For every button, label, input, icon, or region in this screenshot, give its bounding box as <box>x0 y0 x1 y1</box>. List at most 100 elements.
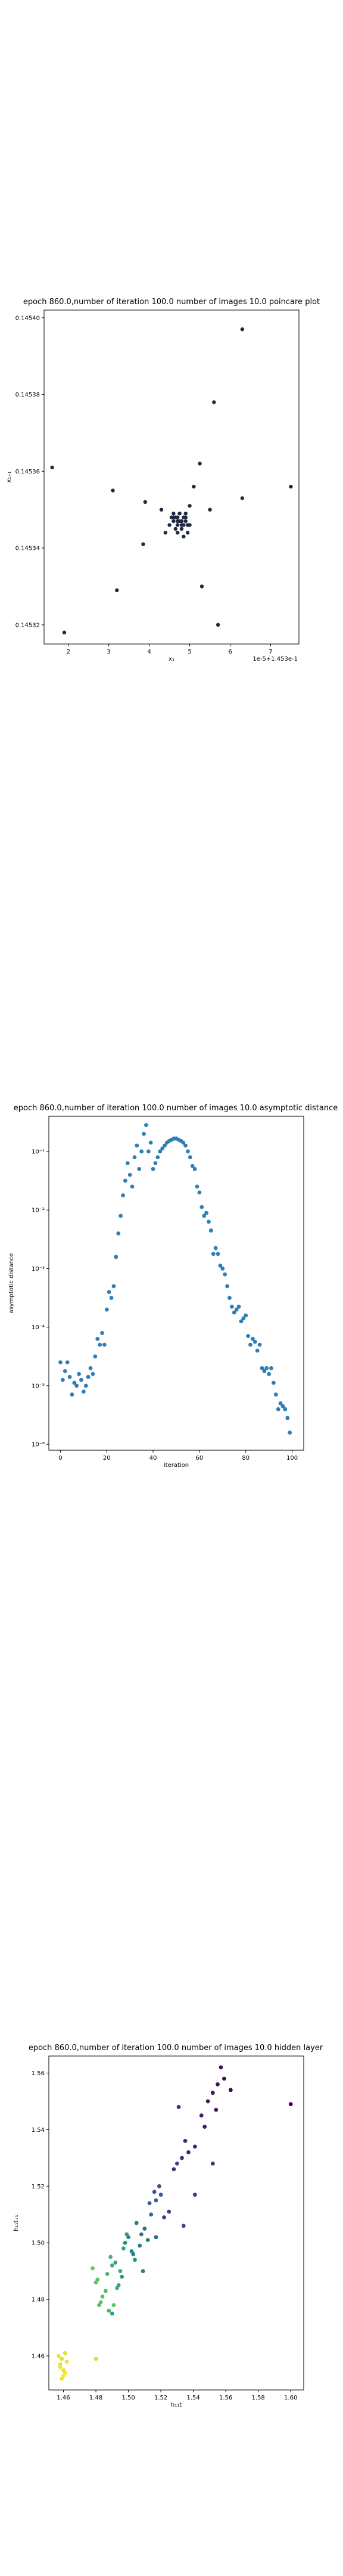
distance-point <box>151 1167 155 1171</box>
distance-point <box>273 1392 278 1397</box>
distance-point <box>119 1213 123 1218</box>
asymptotic-distance-x-ticks: 0 20 40 60 80 100 <box>58 1450 298 1462</box>
distance-point <box>114 1255 119 1259</box>
poincare-point <box>240 327 245 332</box>
asymptotic-distance-xlabel: iteration <box>164 1462 189 1469</box>
poincare-plot-markers <box>50 327 293 634</box>
distance-point <box>190 1164 195 1168</box>
distance-point <box>74 1383 79 1388</box>
hidden-layer-xlabel: h₁₁t <box>171 2402 182 2408</box>
distance-point <box>288 1431 292 1435</box>
y-tick-label: 1.50 <box>32 2240 45 2247</box>
distance-point <box>186 1149 190 1154</box>
x-tick-label: 100 <box>286 1455 298 1462</box>
poincare-point <box>141 542 145 546</box>
hidden-state-point <box>162 2215 166 2219</box>
distance-point <box>107 1290 111 1295</box>
poincare-plot-frame <box>43 309 300 645</box>
y-tick-label: 1.54 <box>32 2127 45 2134</box>
x-tick-label: 1.56 <box>219 2395 232 2401</box>
poincare-point <box>192 484 196 489</box>
distance-point <box>83 1383 88 1388</box>
distance-point <box>127 1172 132 1177</box>
hidden-state-point <box>139 2232 144 2237</box>
poincare-plot-title: epoch 860.0,number of iteration 100.0 nu… <box>23 298 320 306</box>
distance-point <box>181 1140 186 1145</box>
hidden-state-point <box>93 2357 98 2361</box>
y-tick-label: 1.56 <box>32 2070 45 2077</box>
distance-point <box>104 1307 109 1312</box>
distance-point <box>148 1140 153 1145</box>
distance-point <box>260 1366 264 1370</box>
distance-point <box>70 1392 74 1397</box>
distance-point <box>158 1149 163 1154</box>
distance-point <box>163 1143 167 1148</box>
y-tick-label: 10⁻³ <box>32 1266 45 1272</box>
hidden-layer-frame <box>48 2055 304 2391</box>
hidden-state-point <box>176 2105 181 2109</box>
x-tick-label: 5 <box>188 649 191 655</box>
hidden-state-point <box>216 2082 220 2086</box>
distance-point <box>272 1380 276 1385</box>
poincare-point <box>182 523 186 527</box>
hidden-state-point <box>91 2266 95 2271</box>
y-tick-label: 0.14540 <box>15 315 40 321</box>
hidden-state-point <box>158 2193 163 2197</box>
hidden-state-point <box>105 2272 110 2276</box>
hidden-state-point <box>219 2065 223 2070</box>
hidden-state-point <box>149 2212 154 2217</box>
x-tick-label: 1.48 <box>89 2395 102 2401</box>
poincare-point <box>198 462 202 466</box>
distance-point <box>285 1416 290 1420</box>
distance-point <box>91 1371 95 1376</box>
distance-point <box>283 1407 288 1411</box>
poincare-point <box>183 519 188 524</box>
hidden-state-point <box>147 2201 152 2206</box>
poincare-plot-offset-label: 1e-5+1.453e-1 <box>252 656 298 662</box>
poincare-point <box>169 515 174 519</box>
hidden-state-point <box>100 2294 105 2299</box>
hidden-state-point <box>115 2286 119 2290</box>
distance-point <box>98 1342 102 1347</box>
distance-point <box>220 1267 225 1271</box>
y-tick-label: 10⁻⁴ <box>32 1324 45 1331</box>
poincare-point <box>179 527 184 531</box>
poincare-point <box>212 400 216 404</box>
distance-point <box>132 1155 137 1160</box>
poincare-point <box>185 523 190 527</box>
hidden-state-point <box>64 2360 69 2364</box>
distance-point <box>208 1228 213 1233</box>
distance-point <box>86 1374 91 1379</box>
distance-point <box>58 1360 63 1365</box>
distance-point <box>244 1313 248 1318</box>
distance-point <box>252 1339 257 1344</box>
x-tick-label: 6 <box>228 649 232 655</box>
hidden-state-point <box>145 2238 150 2242</box>
hidden-state-point <box>97 2303 101 2308</box>
hidden-state-point <box>61 2373 66 2378</box>
distance-point <box>207 1219 211 1224</box>
poincare-point <box>185 531 190 535</box>
x-tick-label: 1.60 <box>284 2395 297 2401</box>
hidden-state-point <box>138 2243 142 2248</box>
distance-point <box>95 1336 100 1341</box>
distance-point <box>67 1374 72 1379</box>
distance-point <box>188 1155 192 1160</box>
distance-point <box>123 1178 127 1183</box>
hidden-state-point <box>172 2167 176 2172</box>
poincare-point <box>172 511 176 516</box>
hidden-layer-x-ticks: 1.46 1.48 1.50 1.52 1.54 1.56 1.58 1.60 <box>57 2390 297 2401</box>
hidden-state-point <box>63 2351 67 2355</box>
hidden-state-point <box>222 2076 226 2081</box>
poincare-point <box>159 507 164 512</box>
asymptotic-distance-markers <box>58 1123 292 1435</box>
y-tick-label: 0.14538 <box>15 392 40 398</box>
hidden-state-point <box>118 2269 123 2274</box>
hidden-state-point <box>183 2138 188 2143</box>
hidden-state-point <box>108 2255 113 2259</box>
distance-point <box>65 1360 70 1365</box>
poincare-point <box>216 623 220 627</box>
hidden-state-point <box>124 2232 129 2237</box>
x-tick-label: 40 <box>149 1455 157 1462</box>
